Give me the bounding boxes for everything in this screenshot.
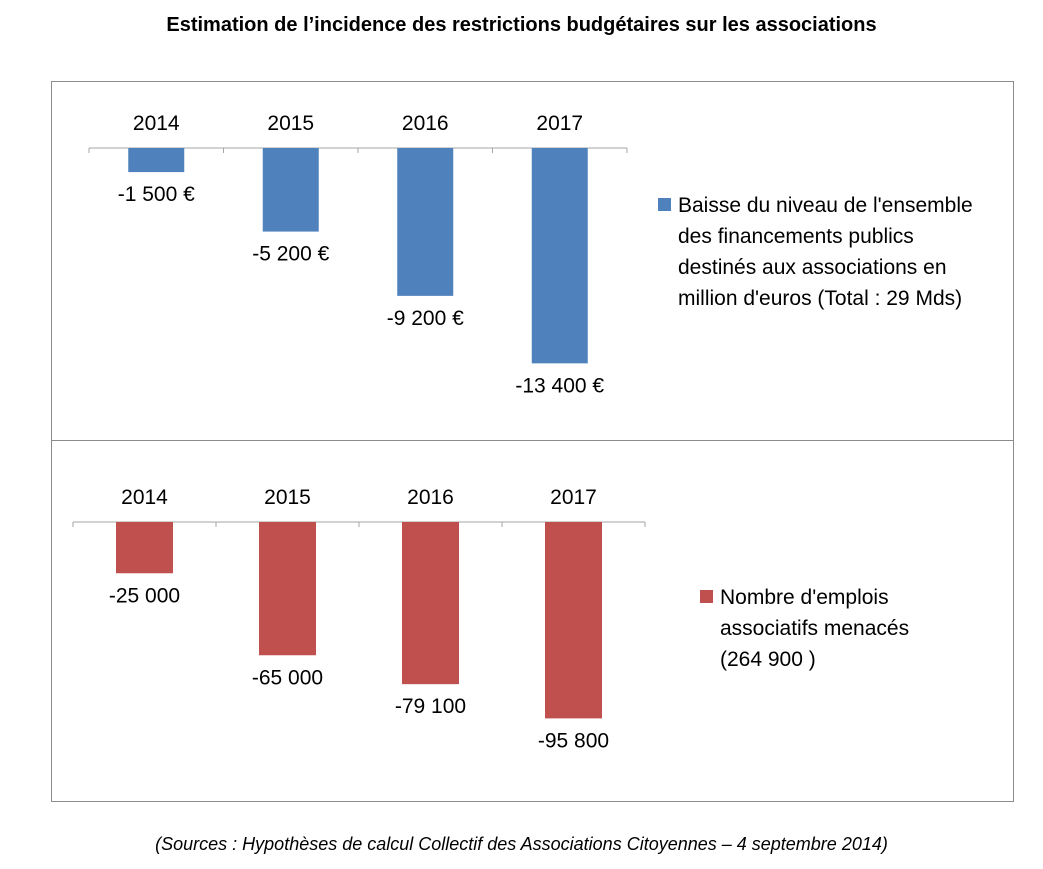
- x-tick-label: 2015: [264, 486, 311, 509]
- legend-line: million d'euros (Total : 29 Mds): [678, 287, 963, 310]
- data-label: -65 000: [252, 666, 323, 689]
- bar-2017: [545, 522, 602, 719]
- data-label: -13 400 €: [515, 374, 604, 397]
- data-label: -5 200 €: [252, 243, 329, 266]
- data-label: -9 200 €: [387, 307, 464, 330]
- x-tick-label: 2016: [402, 112, 449, 135]
- x-tick-label: 2017: [536, 112, 583, 135]
- source-note: (Sources : Hypothèses de calcul Collecti…: [155, 834, 888, 854]
- legend-swatch-funding: [658, 198, 671, 211]
- funding-bar-chart: 2014 -1 500 € 2015 -5 200 € 2016 -9 200 € 2017…: [88, 112, 628, 397]
- legend-line: Baisse du niveau de l'ensemble: [678, 194, 973, 217]
- bar-2016: [397, 148, 454, 296]
- x-tick-label: 2017: [550, 486, 597, 509]
- legend-line: destinés aux associations en: [678, 256, 947, 279]
- legend-swatch-jobs: [700, 590, 713, 603]
- x-tick-label: 2015: [267, 112, 314, 135]
- legend-text-jobs: Nombre d'emplois associatifs menacés (26…: [720, 582, 909, 675]
- legend-line: associatifs menacés: [720, 617, 910, 640]
- jobs-bar-chart: 2014 -25 000 2015 -65 000 2016 -79 100 2017 -95…: [72, 486, 646, 752]
- x-tick-label: 2014: [121, 486, 168, 509]
- data-label: -79 100: [395, 695, 466, 718]
- bar-2014: [116, 522, 173, 574]
- x-tick-label: 2014: [133, 112, 180, 135]
- legend-line: Nombre d'emplois: [720, 586, 889, 609]
- data-label: -25 000: [109, 584, 180, 607]
- x-tick-label: 2016: [407, 486, 454, 509]
- chart-panel-funding: 2014 -1 500 € 2015 -5 200 € 2016 -9 200 € 2017…: [51, 81, 1014, 441]
- legend-line: des financements publics: [678, 225, 914, 248]
- bar-2015: [259, 522, 316, 656]
- data-label: -95 800: [538, 729, 609, 752]
- legend-text-funding: Baisse du niveau de l'ensemble des finan…: [678, 190, 973, 314]
- chart-title: Estimation de l’incidence des restrictio…: [166, 14, 877, 36]
- bar-2015: [262, 148, 319, 232]
- bar-2014: [128, 148, 185, 173]
- chart-panel-jobs: 2014 -25 000 2015 -65 000 2016 -79 100 2017 -95…: [51, 440, 1014, 802]
- legend-line: (264 900 ): [720, 648, 816, 671]
- data-label: -1 500 €: [118, 183, 195, 206]
- bar-2017: [531, 148, 588, 364]
- bar-2016: [402, 522, 459, 685]
